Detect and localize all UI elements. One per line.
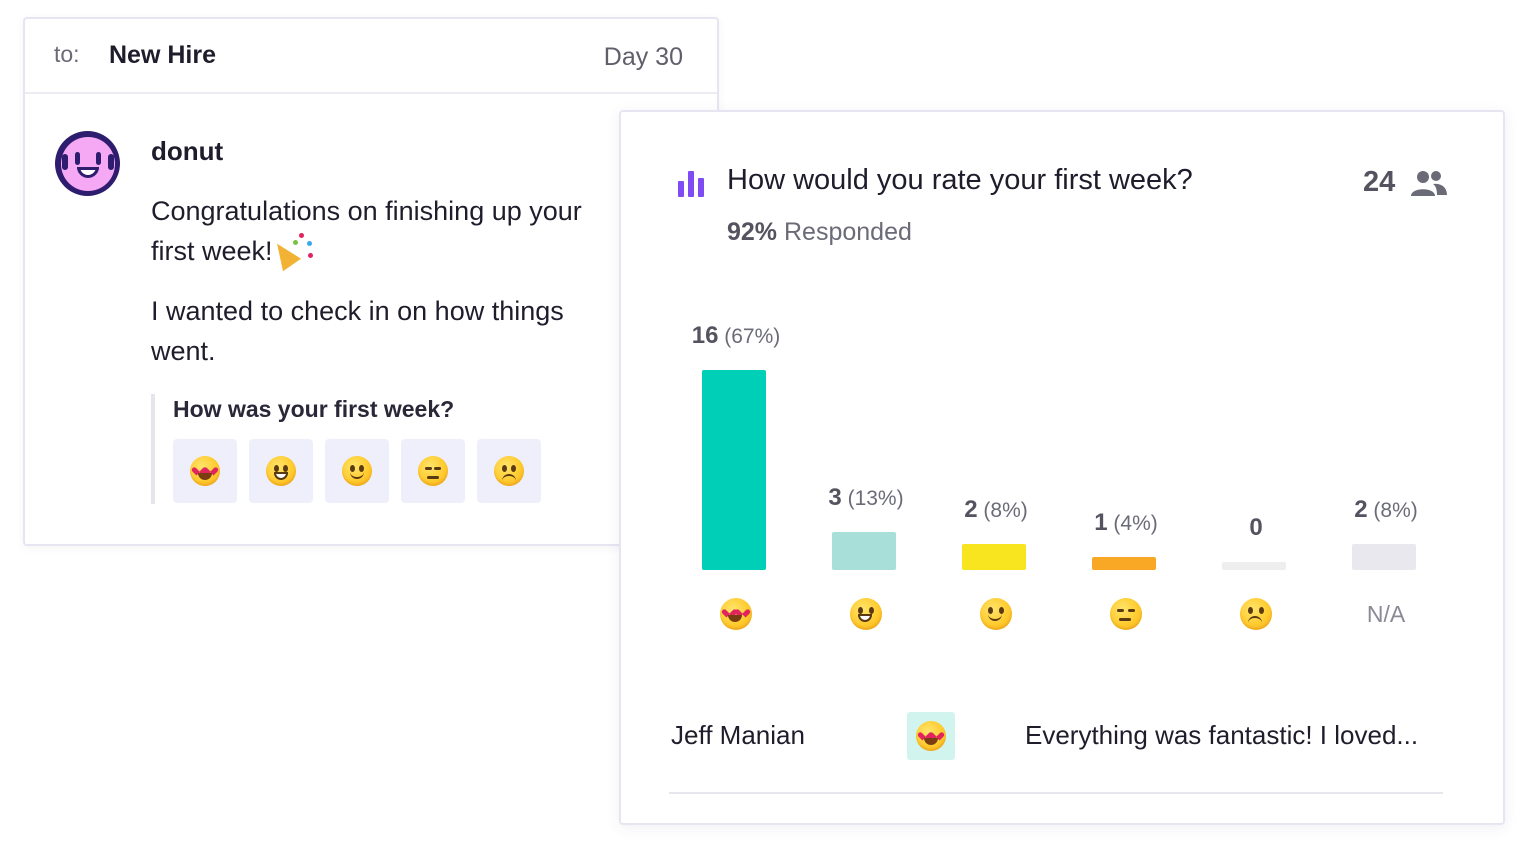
respondent-name: Jeff Manian — [671, 720, 805, 750]
recipient: New Hire — [109, 41, 216, 69]
bar-value-label: 16 (67%) — [671, 322, 801, 350]
bar-value-label: 3 (13%) — [801, 484, 931, 512]
rating-options — [173, 439, 541, 503]
rating-option-grin[interactable] — [249, 439, 313, 503]
bar-category-label — [801, 596, 931, 632]
bar-value-label: 2 (8%) — [1321, 496, 1451, 524]
bar-percent: (8%) — [1367, 499, 1418, 522]
bar-value-label: 0 — [1191, 514, 1321, 542]
bar-percent: (67%) — [718, 325, 781, 348]
results-card: How would you rate your first week? 92% … — [619, 110, 1505, 825]
slight-smile-icon — [342, 456, 372, 486]
responded-summary: 92% Responded — [727, 218, 912, 247]
donut-avatar — [55, 131, 120, 196]
message-paragraph-1: Congratulations on finishing up your fir… — [151, 191, 631, 272]
survey-question: How was your first week? — [173, 396, 455, 422]
bar-value-label: 2 (8%) — [931, 496, 1061, 524]
bar-grinning — [832, 532, 896, 570]
survey-block: How was your first week? — [151, 394, 581, 504]
bar-count: 16 — [691, 322, 719, 349]
bar-category-label: N/A — [1321, 596, 1451, 632]
message-card: to: New Hire Day 30 donut Congratulation… — [23, 17, 719, 546]
response-text: Everything was fantastic! I loved... — [1025, 720, 1419, 750]
bar-slight-smile — [962, 544, 1026, 570]
bar-expressionless — [1092, 557, 1156, 570]
response-rating — [907, 712, 955, 760]
bar-chart-icon — [678, 171, 704, 197]
bar-column-expressionless: 1 (4%) — [1061, 282, 1191, 632]
bar-count: 1 — [1094, 509, 1108, 536]
bar-column-frowning: 0 — [1191, 282, 1321, 632]
bar-percent: (4%) — [1107, 512, 1158, 535]
bar-count: 2 — [964, 496, 978, 523]
bar-category-label — [931, 596, 1061, 632]
love-eyes-icon — [720, 598, 752, 630]
bar-category-label — [1061, 596, 1191, 632]
rating-option-love[interactable] — [173, 439, 237, 503]
frowning-face-icon — [1240, 598, 1272, 630]
responded-label: Responded — [784, 218, 912, 246]
bar-column-N/A: 2 (8%) N/A — [1321, 282, 1451, 632]
response-row[interactable]: Jeff Manian Everything was fantastic! I … — [669, 708, 1443, 794]
bar-frowning — [1222, 562, 1286, 570]
expressionless-icon — [418, 456, 448, 486]
bar-N/A — [1352, 544, 1416, 570]
na-label: N/A — [1366, 600, 1406, 627]
grinning-face-icon — [266, 456, 296, 486]
bar-love-eyes — [702, 370, 766, 570]
to-label: to: — [54, 41, 80, 67]
bar-category-label — [671, 596, 801, 632]
slight-smile-icon — [980, 598, 1012, 630]
rating-option-smile[interactable] — [325, 439, 389, 503]
bar-percent: (8%) — [977, 499, 1028, 522]
bar-count: 2 — [1354, 496, 1368, 523]
message-paragraph-2: I wanted to check in on how things went. — [151, 296, 564, 366]
sender-name: donut — [151, 136, 224, 166]
bar-column-grinning: 3 (13%) — [801, 282, 931, 632]
message-header: to: New Hire Day 30 — [25, 19, 717, 94]
bar-percent: (13%) — [841, 487, 904, 510]
day-label: Day 30 — [603, 43, 683, 71]
bar-column-love-eyes: 16 (67%) — [671, 282, 801, 632]
bar-chart: 16 (67%) 3 (13%) 2 (8%) 1 (4%) 0 2 (8%) N/A — [671, 282, 1451, 632]
bar-count: 0 — [1249, 514, 1263, 541]
frowning-face-icon — [494, 456, 524, 486]
expressionless-icon — [1110, 598, 1142, 630]
bar-count: 3 — [828, 484, 842, 511]
people-icon — [1411, 171, 1447, 196]
bar-category-label — [1191, 596, 1321, 632]
party-popper-icon — [267, 231, 315, 272]
rating-option-meh[interactable] — [401, 439, 465, 503]
grinning-face-icon — [850, 598, 882, 630]
participant-count: 24 — [1363, 166, 1396, 198]
results-question: How would you rate your first week? — [727, 164, 1193, 196]
love-eyes-icon — [916, 721, 946, 751]
love-eyes-icon — [190, 456, 220, 486]
donut-logo-icon — [60, 136, 115, 191]
bar-column-slight-smile: 2 (8%) — [931, 282, 1061, 632]
responded-percent: 92% — [727, 218, 778, 246]
bar-value-label: 1 (4%) — [1061, 509, 1191, 537]
rating-option-sad[interactable] — [477, 439, 541, 503]
